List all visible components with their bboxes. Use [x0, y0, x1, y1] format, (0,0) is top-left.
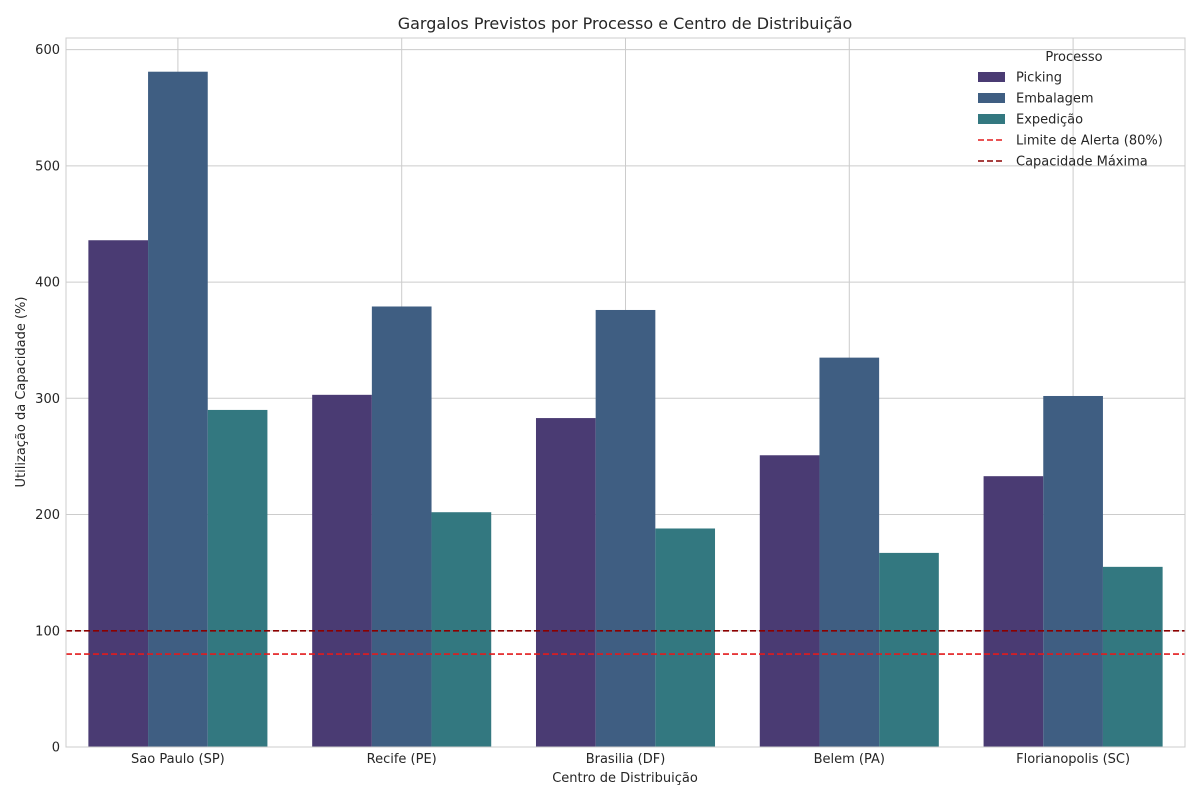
x-tick-label: Florianopolis (SC) — [1016, 752, 1130, 767]
bar-picking-3 — [759, 455, 820, 747]
bar-embalagem-2 — [595, 309, 656, 747]
chart-title: Gargalos Previstos por Processo e Centro… — [398, 14, 853, 33]
legend-swatch — [978, 72, 1005, 82]
legend-swatch — [978, 114, 1005, 124]
legend: Processo Picking Embalagem Expedição Limite … — [978, 50, 1163, 170]
bar-embalagem-1 — [371, 306, 432, 747]
x-tick-label: Sao Paulo (SP) — [131, 752, 225, 767]
y-tick-label: 600 — [35, 43, 60, 58]
bar-expedi-o-1 — [431, 512, 492, 747]
legend-swatch — [978, 93, 1005, 103]
plot-frame — [65, 37, 1186, 748]
bar-embalagem-4 — [1043, 395, 1103, 747]
bar-embalagem-0 — [148, 71, 208, 748]
bar-expedi-o-2 — [655, 528, 716, 747]
legend-entry: Expedição — [1016, 113, 1083, 128]
bar-picking-2 — [535, 418, 596, 747]
legend-entry: Limite de Alerta (80%) — [1016, 134, 1163, 149]
y-tick-label: 100 — [35, 624, 60, 639]
bars-layer — [88, 71, 1163, 748]
bar-picking-1 — [312, 394, 372, 747]
x-tick-label: Belem (PA) — [814, 752, 885, 767]
bar-expedi-o-3 — [879, 552, 939, 747]
y-tick-label: 300 — [35, 392, 60, 407]
x-tick-label: Brasilia (DF) — [586, 752, 666, 767]
bar-expedi-o-0 — [207, 409, 268, 747]
x-tick-label: Recife (PE) — [367, 752, 437, 767]
legend-entry: Embalagem — [1016, 92, 1094, 107]
legend-title: Processo — [1045, 50, 1102, 65]
bar-picking-4 — [983, 476, 1044, 747]
bar-embalagem-3 — [819, 357, 880, 747]
y-tick-labels: 0 100 200 300 400 500 600 — [35, 43, 60, 755]
y-tick-label: 400 — [35, 276, 60, 291]
bar-picking-0 — [88, 240, 149, 747]
legend-entry: Picking — [1016, 71, 1062, 86]
y-tick-label: 0 — [52, 741, 60, 756]
y-tick-label: 500 — [35, 159, 60, 174]
x-axis-label: Centro de Distribuição — [552, 771, 698, 786]
y-axis-label: Utilização da Capacidade (%) — [14, 297, 29, 488]
y-tick-label: 200 — [35, 508, 60, 523]
x-tick-labels: Sao Paulo (SP) Recife (PE) Brasilia (DF) Be… — [131, 752, 1130, 767]
bar-expedi-o-4 — [1102, 566, 1163, 747]
legend-entry: Capacidade Máxima — [1016, 155, 1148, 170]
reference-lines-layer — [66, 629, 1185, 655]
